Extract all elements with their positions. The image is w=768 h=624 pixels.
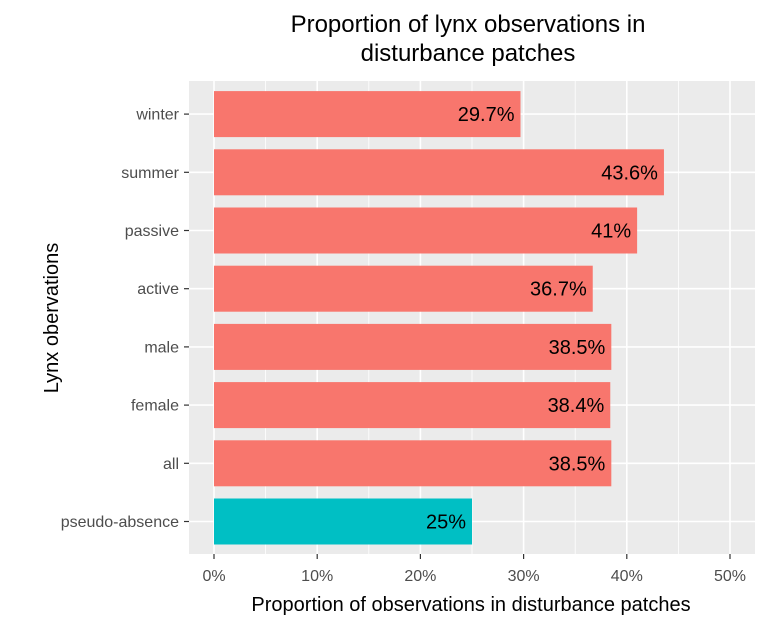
- x-axis: 0% 10% 20% 30% 40% 50%: [202, 554, 746, 585]
- data-label-active: 36.7%: [530, 279, 587, 301]
- y-tick-label-female: female: [131, 398, 179, 415]
- bar-winter: [214, 91, 521, 138]
- bar-summer: [214, 149, 664, 196]
- bar-female: [214, 382, 611, 429]
- data-labels: 29.7% 43.6% 41% 36.7% 38.5% 38.4% 38.5% 25%: [426, 104, 658, 533]
- bar-active: [214, 265, 593, 312]
- data-label-passive: 41%: [591, 221, 631, 243]
- bar-male: [214, 323, 612, 370]
- data-label-summer: 43.6%: [601, 162, 658, 184]
- y-tick-label-male: male: [144, 339, 179, 356]
- y-axis: winter summer passive active male female all ps…: [61, 107, 189, 531]
- chart-title-line-2: disturbance patches: [361, 40, 576, 67]
- x-tick-label: 30%: [508, 568, 540, 585]
- data-label-all: 38.5%: [549, 453, 606, 475]
- x-tick-label: 50%: [714, 568, 746, 585]
- y-tick-label-all: all: [163, 456, 179, 473]
- y-tick-label-winter: winter: [135, 107, 179, 124]
- bar-passive: [214, 207, 638, 254]
- x-tick-label: 10%: [301, 568, 333, 585]
- y-axis-title: Lynx obervations: [41, 243, 63, 393]
- data-label-pseudo-absence: 25%: [426, 512, 466, 534]
- x-tick-label: 0%: [202, 568, 225, 585]
- bar-pseudo-absence: [214, 498, 472, 545]
- bar-all: [214, 440, 612, 487]
- chart-title-line-1: Proportion of lynx observations in: [291, 11, 646, 38]
- data-label-winter: 29.7%: [458, 104, 515, 126]
- data-label-male: 38.5%: [549, 337, 606, 359]
- x-tick-label: 20%: [404, 568, 436, 585]
- y-tick-label-active: active: [137, 281, 179, 298]
- y-tick-label-summer: summer: [121, 165, 179, 182]
- y-tick-label-pseudo-absence: pseudo-absence: [61, 514, 179, 531]
- x-axis-title: Proportion of observations in disturbanc…: [251, 594, 690, 616]
- bars: [214, 91, 664, 545]
- x-tick-label: 40%: [611, 568, 643, 585]
- data-label-female: 38.4%: [548, 395, 605, 417]
- y-tick-label-passive: passive: [125, 223, 179, 240]
